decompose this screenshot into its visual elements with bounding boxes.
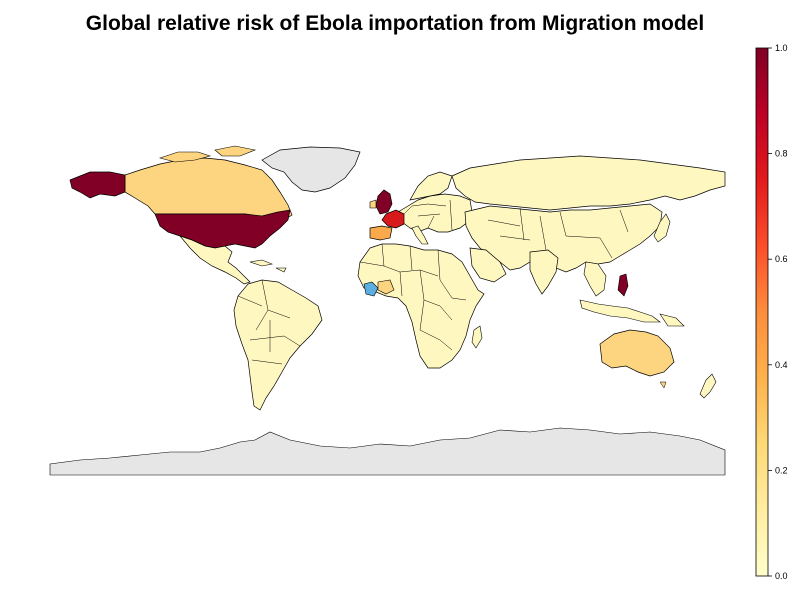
region-tasmania — [659, 381, 667, 389]
region-indonesia — [579, 299, 661, 323]
region-caribbean — [249, 259, 287, 273]
region-west-africa-source — [363, 281, 379, 297]
region-mexico — [178, 235, 251, 285]
region-south-america — [233, 279, 323, 411]
region-japan — [653, 213, 671, 243]
region-india — [529, 249, 559, 295]
region-antarctica — [49, 427, 726, 476]
region-asia-central — [464, 203, 663, 273]
legend-tick-4: 0.8 — [775, 149, 788, 159]
legend-tick-1: 0.2 — [775, 465, 788, 475]
region-italy — [411, 225, 429, 245]
legend-tick-2: 0.4 — [775, 360, 788, 370]
region-europe — [397, 193, 473, 233]
region-united-kingdom — [375, 189, 393, 215]
region-africa-borders — [359, 243, 467, 351]
region-southeast-asia — [583, 261, 607, 297]
region-spain — [369, 225, 393, 241]
region-south-america-borders — [237, 279, 301, 365]
region-united-states — [154, 209, 291, 249]
legend-tick-0: 0.0 — [775, 571, 788, 581]
legend-colorbar — [755, 47, 769, 577]
legend-tick-5: 1.0 — [775, 43, 788, 53]
region-madagascar — [471, 325, 483, 349]
region-australia — [599, 329, 675, 377]
region-scandinavia — [409, 171, 453, 201]
region-africa — [357, 243, 485, 369]
region-alaska — [69, 171, 126, 199]
region-arabia — [469, 247, 507, 283]
region-new-zealand — [699, 373, 717, 399]
region-asia-borders — [487, 207, 629, 259]
region-russia — [451, 155, 726, 211]
region-europe-borders — [403, 199, 453, 231]
region-canada-islands — [158, 145, 257, 163]
legend-tick-3: 0.6 — [775, 254, 788, 264]
region-greenland — [261, 146, 361, 193]
map-title: Global relative risk of Ebola importatio… — [85, 12, 705, 35]
region-png — [659, 313, 685, 327]
region-philippines — [617, 273, 629, 297]
region-france — [381, 209, 405, 229]
region-canada — [124, 157, 293, 221]
region-ireland — [369, 199, 377, 209]
legend-ticks: 0.0 0.2 0.4 0.6 0.8 1.0 — [768, 43, 788, 581]
region-west-africa-mid — [377, 279, 395, 295]
